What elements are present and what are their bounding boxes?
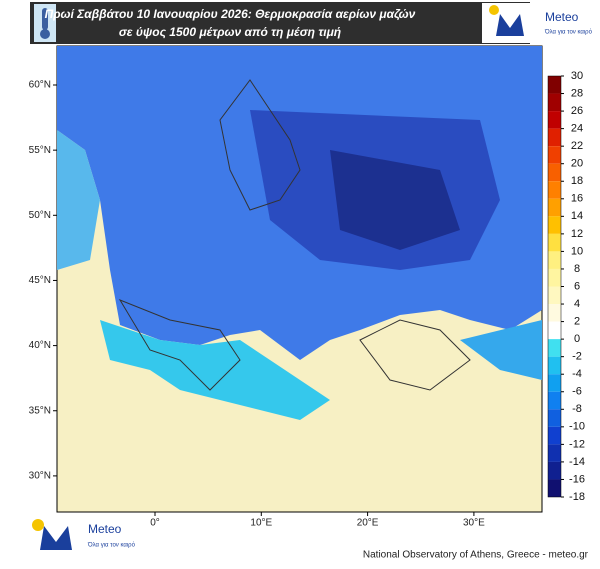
colorbar-segment: [548, 233, 561, 252]
colorbar-segment: [548, 251, 561, 269]
colorbar-label: -10: [569, 421, 585, 433]
lat-label: 55°N: [29, 145, 51, 156]
thermometer-icon: [34, 4, 56, 42]
colorbar-segment: [548, 339, 561, 357]
header-bar: [30, 2, 530, 44]
lat-label: 60°N: [29, 80, 51, 91]
colorbar-segment: [548, 76, 561, 94]
colorbar-segment: [548, 374, 561, 392]
colorbar-segment: [548, 128, 561, 147]
colorbar-segment: [548, 479, 561, 497]
colorbar-label: 30: [571, 70, 583, 82]
colorbar-label: 24: [571, 123, 583, 135]
colorbar-label: -6: [572, 386, 582, 398]
colorbar-segment: [548, 181, 561, 199]
lat-label: 35°N: [29, 405, 51, 416]
lon-label: 0°: [150, 518, 160, 529]
header-logo: Meteo Όλα για τον καιρό: [482, 3, 600, 43]
colorbar-label: 22: [571, 140, 583, 152]
colorbar-label: -12: [569, 438, 585, 450]
colorbar-segment: [548, 286, 561, 305]
colorbar-segment: [548, 111, 561, 129]
title-line: Πρωί Σαββάτου 10 Ιανουαρίου 2026: Θερμοκ…: [45, 7, 416, 21]
colorbar-segment: [548, 321, 561, 340]
lon-label: 10°E: [250, 518, 272, 529]
title-line: σε ύψος 1500 μέτρων από τη μέση τιμή: [119, 25, 341, 39]
mediterranean-cold: [100, 320, 330, 420]
colorbar-segment: [548, 146, 561, 164]
colorbar-segment: [548, 409, 561, 427]
logo-name: Meteo: [88, 522, 122, 536]
lat-label: 45°N: [29, 275, 51, 286]
colorbar-label: -2: [572, 351, 582, 363]
colorbar-label: -16: [569, 473, 585, 485]
colorbar-label: 14: [571, 210, 583, 222]
coastline: [118, 298, 241, 391]
credit: National Observatory of Athens, Greece -…: [363, 550, 589, 561]
colorbar-segment: [548, 304, 561, 322]
colorbar-segment: [548, 216, 561, 234]
colorbar-label: 2: [574, 315, 580, 327]
coastline: [359, 319, 471, 391]
colorbar-label: 4: [574, 298, 580, 310]
turkey-cold: [460, 320, 542, 380]
colorbar-label: -14: [569, 456, 585, 468]
logo-tagline: Όλα για τον καιρό: [544, 29, 593, 36]
colorbar-segment: [548, 93, 561, 112]
map: [56, 45, 543, 513]
colorbar-label: 28: [571, 87, 583, 99]
lat-label: 40°N: [29, 340, 51, 351]
atlantic-cold: [57, 130, 100, 270]
colorbar-label: 8: [574, 263, 580, 275]
colorbar-segment: [548, 268, 561, 287]
colorbar-label: 16: [571, 193, 583, 205]
colorbar-segment: [548, 444, 561, 462]
lat-label: 50°N: [29, 210, 51, 221]
colorbar-label: 26: [571, 105, 583, 117]
lon-label: 20°E: [357, 518, 379, 529]
logo-tagline: Όλα για τον καιρό: [87, 542, 136, 549]
colorbar-label: 10: [571, 245, 583, 257]
colorbar-label: -4: [572, 368, 582, 380]
logo-name: Meteo: [545, 10, 579, 24]
colorbar-label: -18: [569, 491, 585, 503]
colorbar-label: 12: [571, 228, 583, 240]
lon-label: 30°E: [463, 518, 485, 529]
colorbar-segment: [548, 163, 561, 182]
colorbar-segment: [548, 356, 561, 375]
colorbar-segment: [548, 461, 561, 480]
coastline: [219, 79, 301, 211]
colorbar-segment: [548, 426, 561, 445]
footer-logo: Meteo Όλα για τον καιρό: [32, 519, 136, 550]
colorbar-label: -8: [572, 403, 582, 415]
lat-label: 30°N: [29, 471, 51, 482]
colorbar-segment: [548, 391, 561, 410]
colorbar-label: 20: [571, 158, 583, 170]
colorbar-label: 18: [571, 175, 583, 187]
colorbar-label: 0: [574, 333, 580, 345]
colorbar-segment: [548, 198, 561, 217]
colorbar-label: 6: [574, 280, 580, 292]
coldest-core: [330, 150, 460, 250]
